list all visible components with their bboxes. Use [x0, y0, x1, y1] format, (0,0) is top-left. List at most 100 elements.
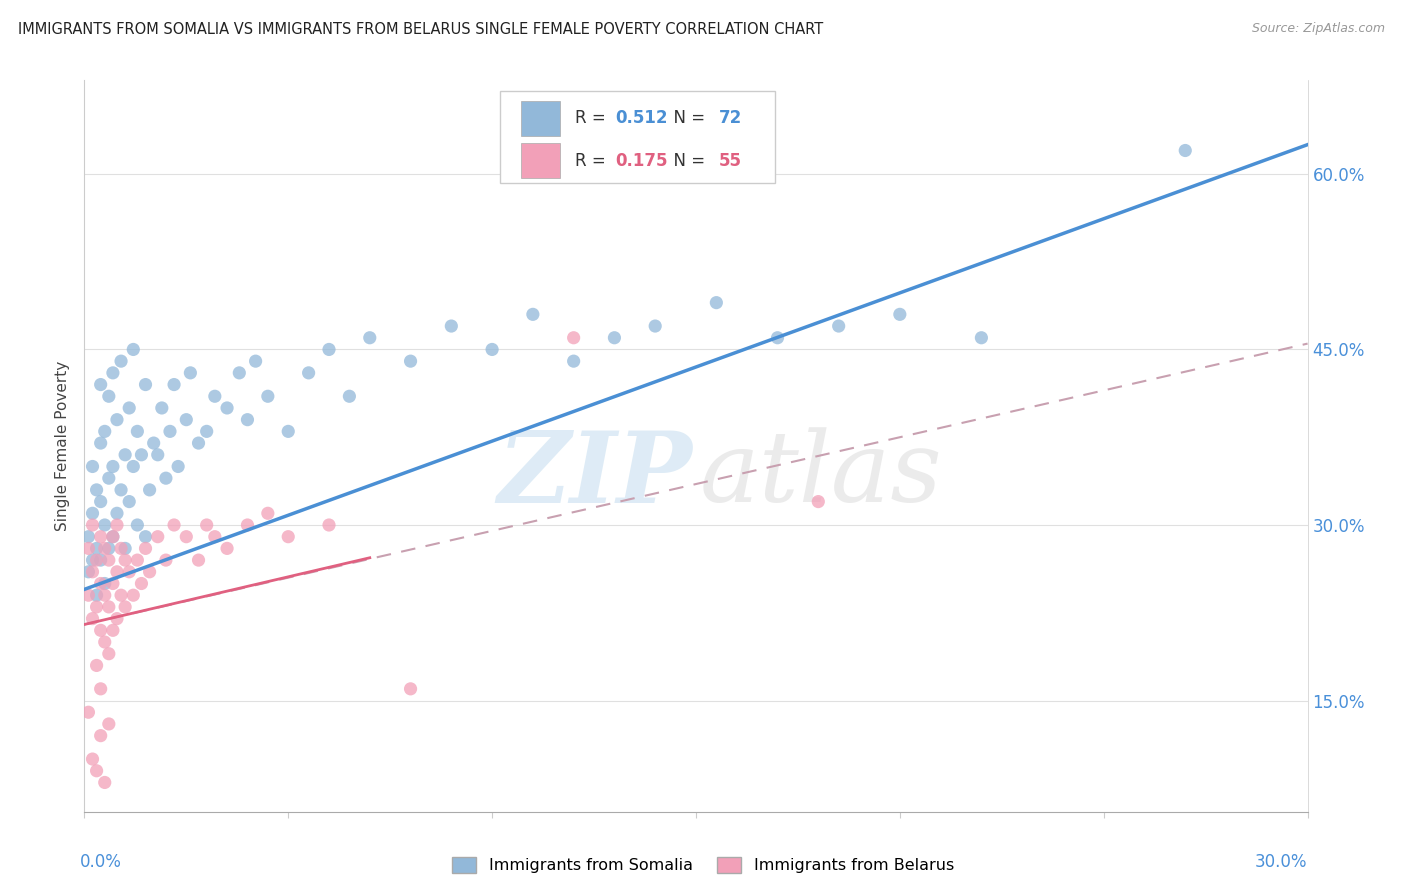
Point	[114, 599, 136, 614]
Point	[97, 541, 120, 556]
Point	[90, 436, 112, 450]
Point	[90, 624, 112, 638]
Text: N =: N =	[664, 110, 710, 128]
Point	[277, 425, 299, 439]
Point	[135, 530, 157, 544]
Point	[110, 588, 132, 602]
Point	[97, 389, 120, 403]
Point	[110, 541, 132, 556]
Point	[114, 553, 136, 567]
Point	[101, 576, 124, 591]
Point	[122, 588, 145, 602]
Point	[86, 599, 108, 614]
Point	[127, 518, 149, 533]
Y-axis label: Single Female Poverty: Single Female Poverty	[55, 361, 70, 531]
Point	[481, 343, 503, 357]
Point	[105, 412, 128, 426]
Point	[889, 307, 911, 321]
Point	[228, 366, 250, 380]
Point	[118, 565, 141, 579]
Point	[93, 576, 115, 591]
FancyBboxPatch shape	[522, 143, 560, 178]
Point	[706, 295, 728, 310]
Text: Source: ZipAtlas.com: Source: ZipAtlas.com	[1251, 22, 1385, 36]
Point	[122, 343, 145, 357]
Text: R =: R =	[575, 152, 610, 169]
Point	[179, 366, 201, 380]
Point	[114, 541, 136, 556]
Point	[204, 389, 226, 403]
Point	[1174, 144, 1197, 158]
Point	[82, 506, 104, 520]
Point	[105, 518, 128, 533]
Point	[150, 401, 173, 415]
Point	[131, 576, 153, 591]
Point	[90, 553, 112, 567]
Point	[155, 471, 177, 485]
Point	[155, 553, 177, 567]
Text: IMMIGRANTS FROM SOMALIA VS IMMIGRANTS FROM BELARUS SINGLE FEMALE POVERTY CORRELA: IMMIGRANTS FROM SOMALIA VS IMMIGRANTS FR…	[18, 22, 824, 37]
Point	[135, 541, 157, 556]
Point	[138, 483, 160, 497]
Point	[257, 506, 280, 520]
Point	[245, 354, 267, 368]
Point	[146, 530, 169, 544]
Point	[90, 681, 112, 696]
Point	[562, 331, 585, 345]
Point	[167, 459, 190, 474]
Text: 55: 55	[720, 152, 742, 169]
Point	[82, 612, 104, 626]
Point	[318, 518, 340, 533]
Point	[970, 331, 993, 345]
Point	[105, 565, 128, 579]
Point	[163, 377, 186, 392]
Point	[603, 331, 626, 345]
Point	[82, 565, 104, 579]
Point	[97, 599, 120, 614]
Text: 0.0%: 0.0%	[80, 853, 122, 871]
Point	[77, 565, 100, 579]
Point	[93, 541, 115, 556]
Point	[77, 530, 100, 544]
Point	[97, 471, 120, 485]
Legend: Immigrants from Somalia, Immigrants from Belarus: Immigrants from Somalia, Immigrants from…	[446, 850, 960, 880]
Point	[122, 459, 145, 474]
Point	[90, 729, 112, 743]
Point	[440, 319, 463, 334]
Point	[90, 494, 112, 508]
Point	[187, 553, 209, 567]
Point	[82, 518, 104, 533]
Point	[105, 506, 128, 520]
Point	[90, 576, 112, 591]
Point	[86, 483, 108, 497]
Point	[93, 775, 115, 789]
Point	[82, 553, 104, 567]
Point	[135, 377, 157, 392]
Point	[77, 588, 100, 602]
Point	[97, 717, 120, 731]
Point	[86, 658, 108, 673]
FancyBboxPatch shape	[522, 101, 560, 136]
Point	[159, 425, 181, 439]
Point	[359, 331, 381, 345]
Point	[101, 530, 124, 544]
Point	[522, 307, 544, 321]
Text: atlas: atlas	[700, 427, 942, 523]
Point	[644, 319, 666, 334]
Text: 0.175: 0.175	[616, 152, 668, 169]
Point	[118, 401, 141, 415]
Point	[195, 518, 218, 533]
Point	[93, 635, 115, 649]
Point	[298, 366, 321, 380]
Point	[82, 752, 104, 766]
Point	[236, 518, 259, 533]
Point	[86, 553, 108, 567]
Point	[174, 530, 197, 544]
Point	[101, 624, 124, 638]
Point	[110, 354, 132, 368]
Point	[399, 681, 422, 696]
Point	[77, 705, 100, 719]
Point	[204, 530, 226, 544]
Text: R =: R =	[575, 110, 610, 128]
Point	[101, 459, 124, 474]
